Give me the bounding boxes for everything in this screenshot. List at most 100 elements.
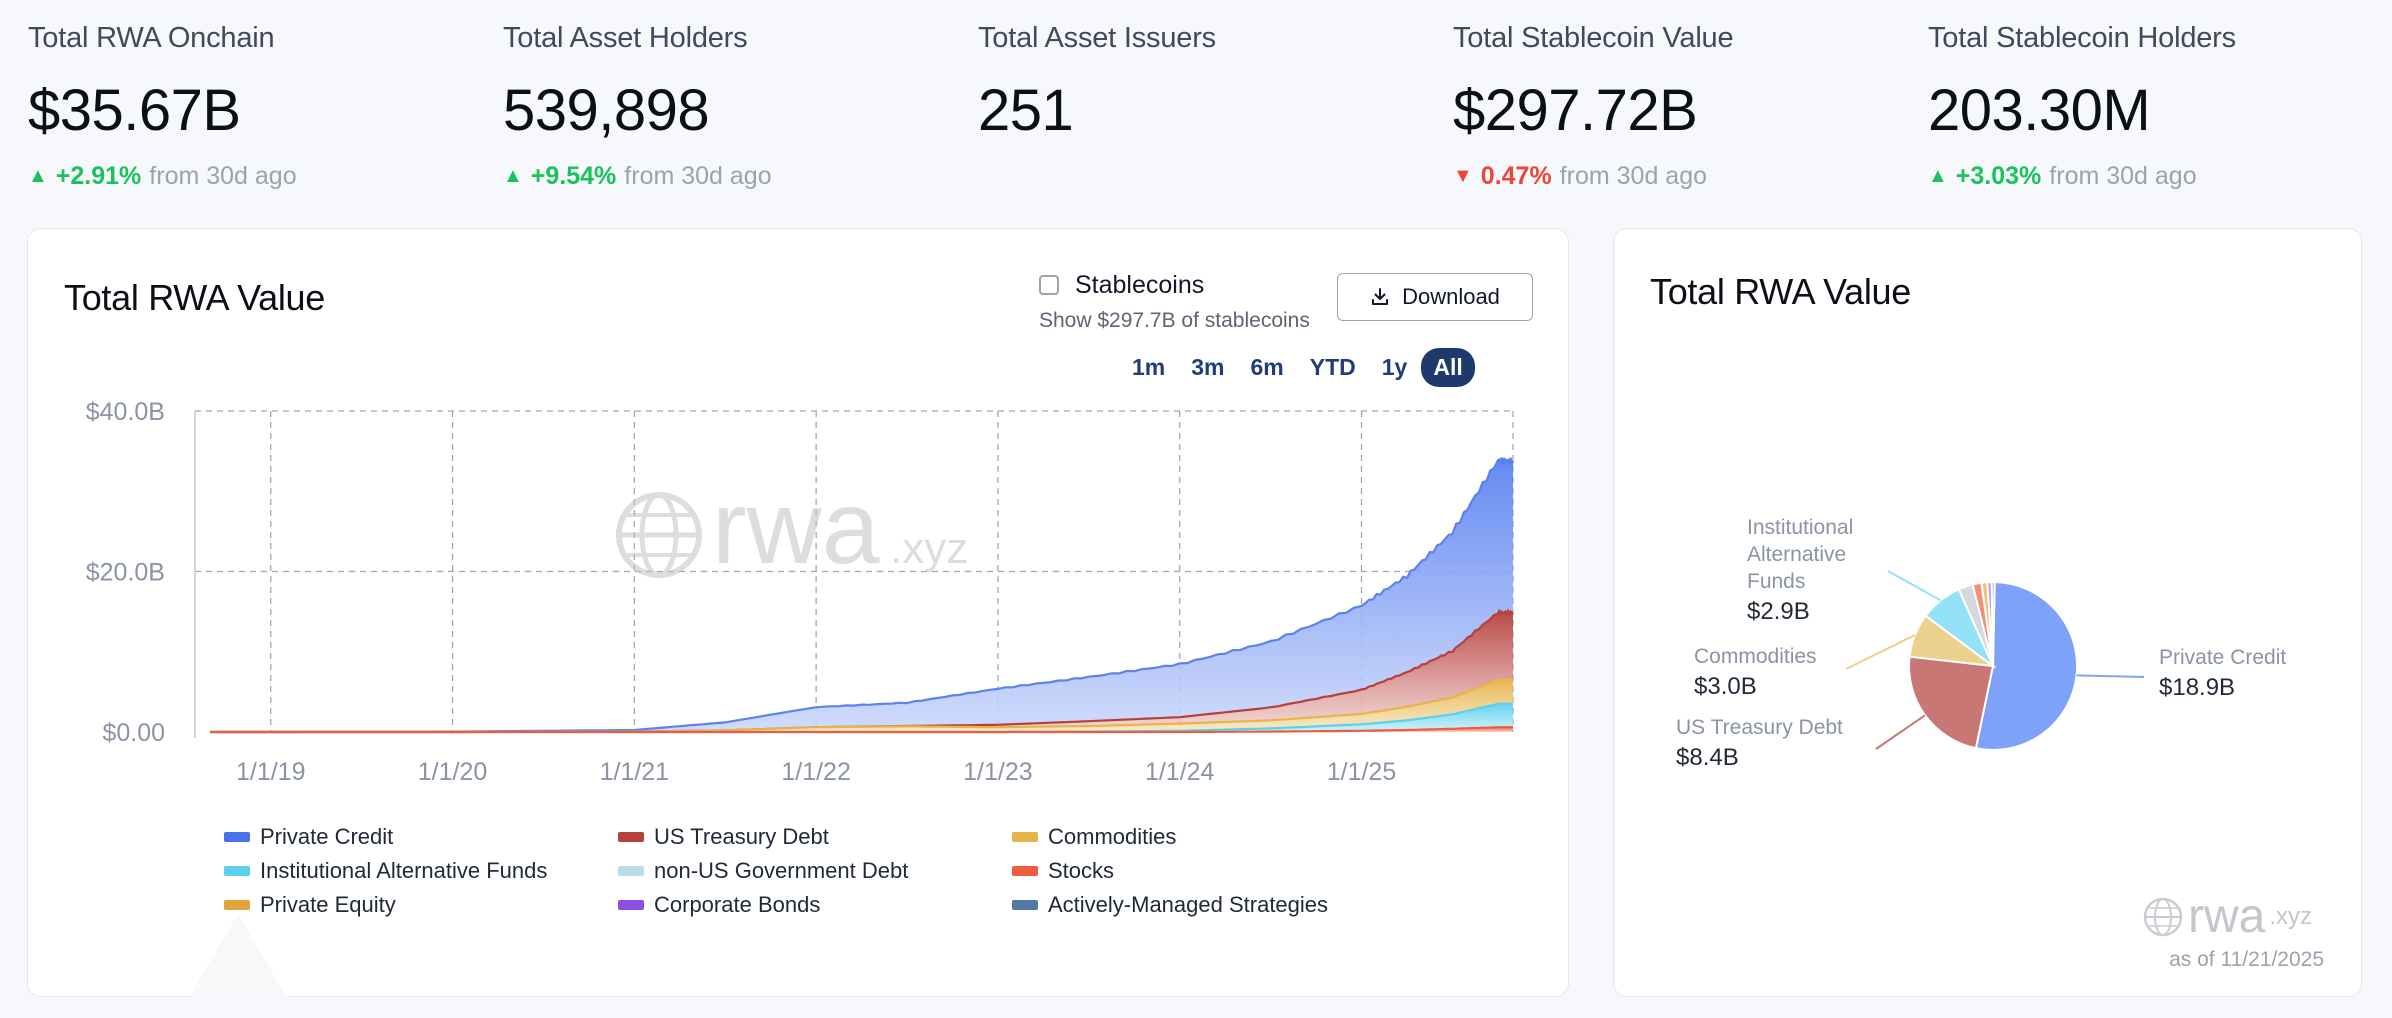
- stat-total-stablecoin-value: Total Stablecoin Value $297.72B ▼ 0.47% …: [1453, 22, 1893, 191]
- legend-label: Institutional Alternative Funds: [260, 858, 548, 883]
- chart-title: Total RWA Value: [64, 277, 325, 318]
- down-arrow-icon: ▼: [1453, 165, 1473, 187]
- range-all[interactable]: All: [1421, 347, 1475, 387]
- pie-label-value: $3.0B: [1694, 673, 1757, 700]
- y-tick-label: $20.0B: [86, 559, 165, 587]
- pie-label-value: $2.9B: [1747, 598, 1810, 625]
- rwa-watermark-logo: rwa .xyz: [2142, 889, 2312, 944]
- legend-label: Commodities: [1048, 824, 1177, 849]
- x-tick-label: 1/1/22: [781, 758, 851, 786]
- x-tick-label: 1/1/23: [963, 758, 1033, 786]
- stat-total-asset-issuers: Total Asset Issuers 251: [978, 22, 1418, 144]
- pie-label-name: Institutional: [1747, 516, 1853, 539]
- stat-value: $297.72B: [1453, 78, 1698, 143]
- legend-item-us-treasury-debt[interactable]: US Treasury Debt: [618, 824, 829, 850]
- leader-line: [1875, 714, 1926, 750]
- download-button[interactable]: Download: [1337, 273, 1533, 321]
- legend-label: US Treasury Debt: [654, 824, 829, 849]
- globe-icon: [2143, 897, 2183, 936]
- legend-label: Stocks: [1048, 858, 1115, 883]
- legend-swatch: [618, 832, 644, 842]
- time-range-selector: 1m 3m 6m YTD 1y All: [1118, 347, 1475, 387]
- legend-item-commodities[interactable]: Commodities: [1012, 824, 1176, 850]
- y-tick-label: $40.0B: [86, 398, 165, 426]
- rwa-watermark: rwa .xyz: [616, 470, 968, 586]
- stablecoins-checkbox[interactable]: [1039, 275, 1059, 295]
- stat-change: ▲ +9.54% from 30d ago: [503, 162, 943, 191]
- legend-label: Private Equity: [260, 892, 396, 917]
- stat-total-asset-holders: Total Asset Holders 539,898 ▲ +9.54% fro…: [503, 22, 943, 191]
- up-arrow-icon: ▲: [503, 165, 523, 187]
- pie-label-name: Funds: [1747, 570, 1805, 593]
- stat-change: ▲ +2.91% from 30d ago: [28, 162, 468, 191]
- up-arrow-icon: ▲: [1928, 165, 1948, 187]
- download-icon: [1372, 288, 1389, 305]
- x-tick-label: 1/1/20: [418, 758, 488, 786]
- legend-label: Actively-Managed Strategies: [1048, 892, 1329, 917]
- legend-item-private-credit[interactable]: Private Credit: [224, 824, 393, 850]
- stablecoins-subtext: Show $297.7B of stablecoins: [1039, 309, 1310, 332]
- stat-label: Total RWA Onchain: [28, 22, 275, 54]
- x-tick-label: 1/1/21: [600, 758, 670, 786]
- x-tick-label: 1/1/25: [1327, 758, 1397, 786]
- pie-slice-private-credit: [1974, 580, 2079, 751]
- legend-swatch: [1012, 866, 1038, 876]
- stat-label: Total Asset Holders: [503, 22, 748, 54]
- pie-label-name: Commodities: [1694, 645, 1817, 668]
- rwa-breakdown-card: Private Credit $18.9B US Treasury Debt $8.4…: [1613, 228, 2362, 997]
- area-institutional-alternative-funds: [210, 703, 1514, 732]
- legend-item-non-us-government-debt[interactable]: non-US Government Debt: [618, 858, 908, 884]
- stat-change-pct: +3.03%: [1955, 162, 2042, 190]
- stablecoins-label[interactable]: Stablecoins: [1075, 271, 1205, 299]
- legend-swatch: [224, 832, 250, 842]
- watermark-brand: rwa: [712, 470, 880, 586]
- legend-label: non-US Government Debt: [654, 858, 909, 883]
- up-arrow-icon: ▲: [28, 165, 48, 187]
- legend-swatch: [1012, 832, 1038, 842]
- legend-item-private-equity[interactable]: Private Equity: [224, 892, 396, 918]
- leader-line: [1887, 570, 1941, 602]
- stat-change: ▼ 0.47% from 30d ago: [1453, 162, 1893, 191]
- stat-change-pct: 0.47%: [1480, 162, 1552, 190]
- x-tick-label: 1/1/19: [236, 758, 306, 786]
- stat-label: Total Stablecoin Value: [1453, 22, 1734, 54]
- stat-change: ▲ +3.03% from 30d ago: [1928, 162, 2368, 191]
- legend-swatch: [224, 900, 250, 910]
- pie-label-value: $8.4B: [1676, 744, 1739, 771]
- legend-item-institutional-alternative-funds[interactable]: Institutional Alternative Funds: [224, 858, 547, 884]
- as-of-date: as of 11/21/2025: [2169, 948, 2324, 971]
- pie-label-name: US Treasury Debt: [1676, 716, 1843, 739]
- range-1m[interactable]: 1m: [1132, 353, 1166, 380]
- pie-label-name: Private Credit: [2159, 646, 2286, 669]
- legend-item-stocks[interactable]: Stocks: [1012, 858, 1114, 884]
- stat-value: 539,898: [503, 78, 710, 143]
- decorative-shape: [188, 914, 288, 999]
- range-6m[interactable]: 6m: [1250, 353, 1284, 380]
- stat-change-pct: +2.91%: [55, 162, 142, 190]
- leader-line: [2076, 674, 2145, 678]
- rwa-value-chart-card: $0.00 $20.0B $40.0B 1/1/19 1/1/20 1/1/21 1/1/2…: [27, 228, 1569, 999]
- watermark-domain: .xyz: [890, 524, 968, 573]
- y-tick-label: $0.00: [102, 719, 165, 747]
- x-tick-label: 1/1/24: [1145, 758, 1215, 786]
- pie-label-name: Alternative: [1747, 543, 1846, 566]
- range-3m[interactable]: 3m: [1191, 353, 1225, 380]
- legend-item-corporate-bonds[interactable]: Corporate Bonds: [618, 892, 820, 918]
- range-ytd[interactable]: YTD: [1309, 353, 1356, 380]
- legend-swatch: [618, 900, 644, 910]
- rwa-pie-chart: Private Credit $18.9B US Treasury Debt $8.4…: [1676, 516, 2286, 771]
- range-1y[interactable]: 1y: [1381, 353, 1408, 380]
- stat-change-suffix: from 30d ago: [624, 162, 772, 190]
- stat-total-stablecoin-holders: Total Stablecoin Holders 203.30M ▲ +3.03…: [1928, 22, 2368, 191]
- download-label[interactable]: Download: [1402, 284, 1500, 309]
- stat-change-pct: +9.54%: [530, 162, 617, 190]
- pie-slice-us-treasury-debt: [1908, 655, 1995, 750]
- leader-line: [1845, 634, 1916, 670]
- pie-title: Total RWA Value: [1650, 271, 1911, 312]
- legend-label: Private Credit: [260, 824, 394, 849]
- stat-change-suffix: from 30d ago: [2049, 162, 2197, 190]
- legend-item-actively-managed-strategies[interactable]: Actively-Managed Strategies: [1012, 892, 1328, 918]
- legend-swatch: [618, 866, 644, 876]
- stat-change-suffix: from 30d ago: [1559, 162, 1708, 190]
- stat-label: Total Stablecoin Holders: [1928, 22, 2236, 54]
